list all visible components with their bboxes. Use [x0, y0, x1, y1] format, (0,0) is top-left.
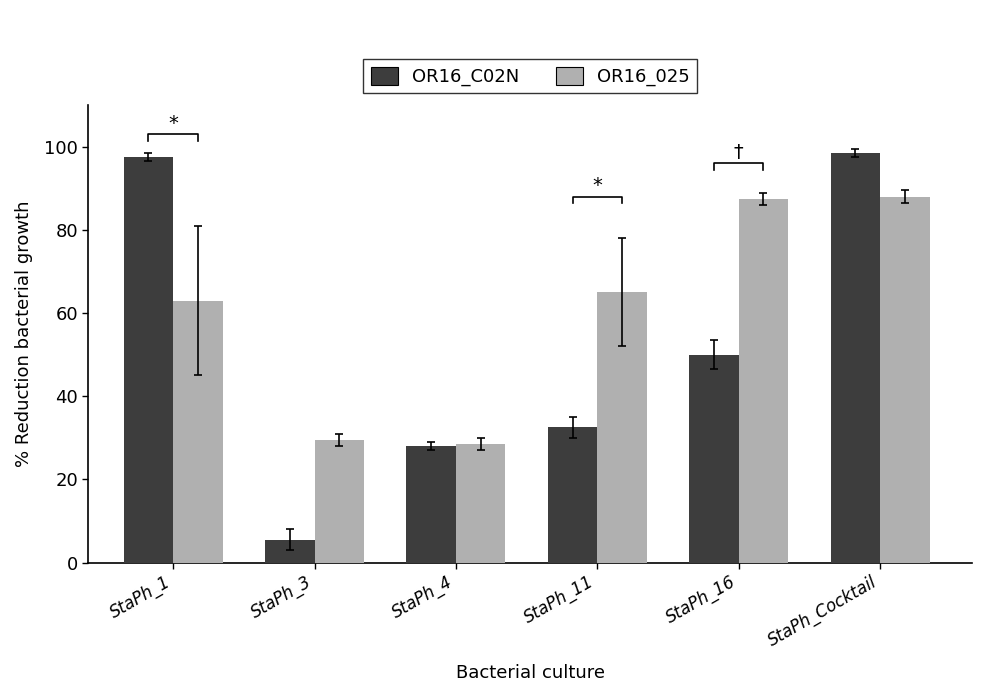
- Bar: [597, 292, 646, 562]
- Bar: [315, 440, 364, 562]
- Bar: [456, 444, 505, 562]
- Bar: [830, 153, 880, 562]
- Bar: [406, 446, 456, 562]
- X-axis label: Bacterial culture: Bacterial culture: [456, 664, 604, 682]
- Y-axis label: % Reduction bacterial growth: % Reduction bacterial growth: [15, 201, 33, 467]
- Bar: [738, 199, 788, 562]
- Bar: [123, 158, 174, 562]
- Bar: [688, 355, 738, 562]
- Legend: OR16_C02N, OR16_025: OR16_C02N, OR16_025: [363, 59, 696, 93]
- Text: †: †: [734, 143, 742, 162]
- Bar: [547, 427, 597, 562]
- Bar: [265, 539, 315, 562]
- Bar: [174, 300, 223, 562]
- Text: *: *: [169, 114, 178, 133]
- Bar: [880, 197, 929, 562]
- Text: *: *: [592, 176, 601, 195]
